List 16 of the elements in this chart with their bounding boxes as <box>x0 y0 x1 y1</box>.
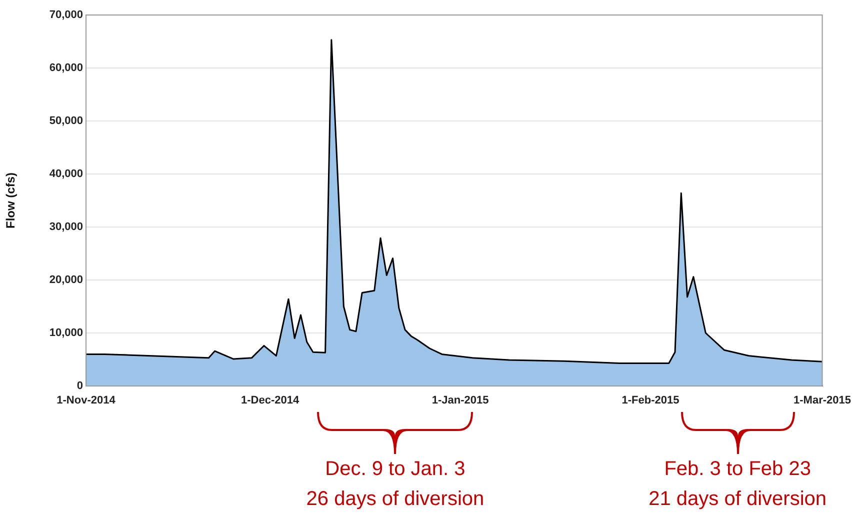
y-tick-label: 0 <box>76 380 83 392</box>
x-tick-label: 1-Feb-2015 <box>622 394 680 407</box>
y-tick-label: 20,000 <box>49 274 83 286</box>
x-tick-label: 1-Mar-2015 <box>794 394 852 407</box>
x-tick-label: 1-Dec-2014 <box>241 394 300 407</box>
y-tick-label: 70,000 <box>49 9 83 22</box>
x-tick-label: 1-Nov-2014 <box>56 394 116 407</box>
y-tick-label: 30,000 <box>49 221 83 234</box>
y-tick-label: 10,000 <box>49 327 83 340</box>
y-tick-label: 60,000 <box>49 62 83 74</box>
x-tick-label: 1-Jan-2015 <box>432 394 489 407</box>
text: Dec. 9 to Jan. 3 26 days of diversion <box>306 457 484 512</box>
y-tick-label: 40,000 <box>49 168 83 180</box>
text: Feb. 3 to Feb 23 21 days of diversion <box>648 457 827 512</box>
y-axis-title: Flow (cfs) <box>4 172 18 228</box>
y-tick-label: 50,000 <box>49 115 83 128</box>
